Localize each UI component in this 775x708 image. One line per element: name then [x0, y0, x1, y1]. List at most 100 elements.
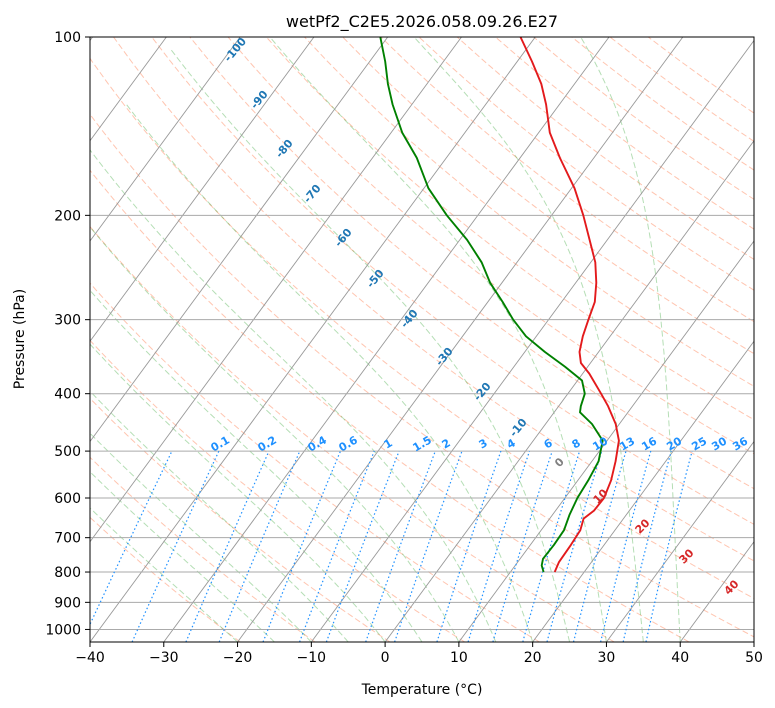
mixing-ratio-line [645, 450, 693, 642]
isotherm [90, 37, 389, 443]
moist-adiabat [413, 37, 644, 642]
mixing-ratio-label: 2 [440, 436, 453, 451]
mixing-ratio-label: 8 [570, 436, 583, 451]
profile-lines [379, 37, 620, 573]
theta-e-label: 40 [722, 577, 742, 597]
mixing-ratio-line [299, 450, 375, 642]
mixing-ratio-line [185, 450, 270, 642]
moist-adiabat [170, 49, 571, 642]
isotherm-label: -50 [364, 267, 387, 291]
mixing-ratio-label: 16 [639, 434, 659, 453]
moist-adiabat [90, 390, 349, 642]
dry-adiabat [90, 57, 754, 599]
x-axis-label: Temperature (°C) [361, 682, 483, 698]
isotherm [384, 140, 754, 642]
isotherm [90, 37, 241, 242]
mixing-ratio-line [262, 450, 342, 642]
x-tick-label: 40 [671, 650, 689, 666]
plot-frame [89, 36, 755, 643]
y-axis-label: Pressure (hPa) [12, 289, 28, 389]
moist-adiabat [90, 149, 497, 642]
y-tick-label: 100 [54, 30, 81, 46]
isotherm [753, 641, 754, 642]
theta-e-label: 0 [552, 455, 567, 470]
mixing-ratio-line [365, 450, 436, 642]
mixing-ratio-label: 3 [477, 436, 490, 451]
dry-adiabat [90, 282, 540, 642]
dry-adiabat [418, 37, 754, 291]
isotherm [90, 37, 167, 142]
x-tick-label: −30 [149, 650, 179, 666]
axes: −40 −30 −20 −10 0 10 20 30 40 5010020030040050060… [45, 30, 763, 666]
isotherm [163, 37, 610, 642]
mixing-ratio-line [325, 450, 400, 642]
temperature-line [519, 37, 620, 573]
y-tick-label: 400 [54, 387, 81, 403]
x-tick-label: −40 [75, 650, 105, 666]
x-tick-label: −20 [223, 650, 253, 666]
dry-adiabat [90, 397, 391, 642]
dry-adiabat [90, 456, 316, 642]
y-tick-label: 500 [54, 444, 81, 460]
mixing-ratio-label: 25 [689, 435, 709, 454]
mixing-ratio-label: 10 [590, 434, 610, 453]
dry-adiabat [495, 37, 754, 230]
moist-adiabat [90, 226, 460, 642]
mixing-ratio-line [492, 450, 553, 642]
x-tick-label: 20 [524, 650, 542, 666]
moist-adiabat [90, 289, 423, 642]
chart-title: wetPf2_C2E5.2026.058.09.26.E27 [286, 12, 558, 32]
moist-adiabat [90, 507, 238, 642]
dry-adiabat [90, 169, 690, 642]
mixing-ratio-line [436, 450, 502, 642]
dry-adiabat [90, 516, 241, 642]
dry-adiabat [609, 37, 754, 142]
dry-adiabat [227, 37, 754, 455]
y-tick-label: 900 [54, 595, 81, 611]
x-tick-label: 10 [450, 650, 468, 666]
line-labels: 0.1 0.2 0.4 0.6 1 1.5 2 3 4 6 8 10 13 16 20 25 30 36-100-… [209, 35, 751, 598]
isotherm-label: -60 [332, 226, 355, 250]
mixing-ratio-line [522, 450, 581, 642]
mixing-ratio-line [546, 450, 603, 642]
theta-e-label: 20 [633, 516, 653, 536]
isotherm [606, 440, 754, 642]
x-tick-label: 50 [745, 650, 763, 666]
isotherm [310, 39, 754, 642]
mixing-ratio-label: 30 [709, 434, 729, 453]
x-tick-label: −10 [297, 650, 327, 666]
dry-adiabat [304, 37, 754, 387]
mixing-ratio-line [131, 450, 220, 642]
moist-adiabat [126, 104, 534, 642]
isotherm-label: -40 [398, 307, 421, 331]
background-lines [90, 37, 754, 642]
mixing-ratio-line [467, 450, 531, 642]
y-tick-label: 700 [54, 531, 81, 547]
mixing-ratio-line [600, 450, 652, 642]
moist-adiabat [90, 343, 386, 642]
isotherm [90, 37, 462, 543]
y-tick-label: 600 [54, 491, 81, 507]
isotherm [237, 37, 684, 642]
y-tick-label: 200 [54, 208, 81, 224]
mixing-ratio-label: 20 [664, 434, 684, 453]
isotherm-label: -90 [248, 88, 271, 112]
mixing-ratio-line [394, 450, 463, 642]
mixing-ratio-line [622, 450, 672, 642]
moist-adiabat [580, 37, 681, 642]
isotherm-label: -20 [471, 380, 494, 404]
dry-adiabat [113, 37, 754, 562]
dry-adiabat [151, 37, 754, 525]
dry-adiabat [380, 37, 754, 323]
isotherm [532, 340, 754, 642]
dry-adiabat [265, 37, 754, 421]
moist-adiabat [269, 37, 607, 642]
mixing-ratio-label: 6 [542, 436, 555, 451]
isotherm [679, 540, 754, 642]
x-tick-label: 0 [381, 650, 390, 666]
isotherm-label: -100 [221, 35, 249, 65]
dry-adiabat [342, 37, 754, 355]
dry-adiabat [189, 37, 754, 490]
isotherm-label: -30 [433, 345, 456, 369]
